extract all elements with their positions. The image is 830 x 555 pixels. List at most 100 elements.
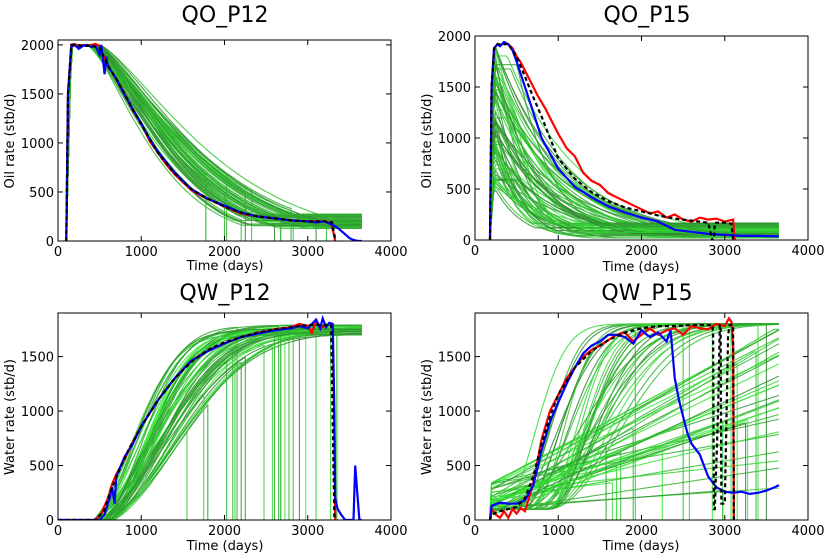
series-line-reference (65, 43, 338, 241)
series-lines (488, 316, 780, 520)
ensemble-line (58, 327, 300, 520)
x-tick-label: 2000 (208, 245, 241, 260)
x-tick-label: 4000 (374, 524, 407, 539)
x-tick-label: 3000 (291, 524, 324, 539)
ensemble-line (475, 343, 780, 520)
x-tick-label: 1000 (542, 244, 575, 259)
y-tick-label: 0 (46, 235, 54, 250)
chart-qo-p15: QO_P15 Time (days) Oil rate (stb/d) 0 100… (420, 3, 825, 275)
x-tick-label: 0 (471, 524, 479, 539)
ensemble-line (475, 147, 779, 240)
x-tick-label: 2000 (625, 244, 658, 259)
ensemble-line (58, 44, 253, 241)
y-axis-label: Water rate (stb/d) (3, 359, 18, 475)
ensemble-line (58, 332, 362, 520)
y-tick-label: 0 (463, 234, 471, 249)
ensemble-line (58, 403, 209, 520)
ensemble-line (475, 482, 613, 520)
plot-frame (474, 312, 809, 521)
ensemble-line (475, 64, 779, 240)
ensemble-line (58, 44, 362, 241)
x-tick-label: 4000 (374, 245, 407, 260)
ensemble-line (475, 179, 779, 240)
y-tick-label: 500 (446, 183, 471, 198)
y-axis-label: Oil rate (stb/d) (420, 93, 435, 188)
chart-title: QW_P15 (601, 281, 692, 306)
ensemble-line (58, 326, 362, 520)
series-lines (58, 314, 362, 520)
y-tick-label: 2000 (21, 39, 54, 54)
y-tick-label: 500 (29, 186, 54, 201)
y-tick-label: 0 (463, 514, 471, 529)
ensemble-line (475, 110, 779, 240)
ensemble-line (475, 431, 780, 520)
chart-qw-p12: QW_P12 Time (days) Water rate (stb/d) 0 1… (3, 281, 408, 554)
ensemble-line (475, 362, 738, 520)
ensemble-line (58, 334, 276, 520)
x-tick-label: 0 (54, 245, 62, 260)
x-tick-label: 3000 (708, 524, 741, 539)
chart-qw-p15: QW_P15 Time (days) Water rate (stb/d) 0 1… (420, 281, 825, 554)
axis-ticks: 0 1000 2000 3000 4000 0 500 1000 1500 2000 (21, 39, 408, 260)
ensemble-line (58, 44, 228, 241)
y-tick-label: 1000 (438, 405, 471, 420)
x-tick-label: 1000 (542, 524, 575, 539)
series-line-reference (488, 43, 735, 240)
x-tick-label: 2000 (625, 524, 658, 539)
ensemble-line (475, 421, 724, 520)
x-axis-label: Time (days) (186, 259, 264, 274)
series-line-observed (488, 316, 735, 520)
y-tick-label: 1500 (21, 88, 54, 103)
x-tick-label: 0 (54, 524, 62, 539)
x-tick-label: 3000 (708, 244, 741, 259)
ensemble-line (58, 337, 294, 520)
x-axis-label: Time (days) (186, 539, 264, 554)
y-tick-label: 1000 (21, 405, 54, 420)
ensemble-line (475, 363, 780, 520)
y-axis-label: Water rate (stb/d) (420, 359, 435, 475)
ensemble-line (475, 337, 780, 520)
x-axis-label: Time (days) (602, 260, 680, 275)
y-tick-label: 1000 (21, 137, 54, 152)
x-axis-label: Time (days) (602, 539, 680, 554)
y-tick-label: 1500 (438, 81, 471, 96)
ensemble-line (58, 326, 238, 520)
y-tick-label: 0 (46, 514, 54, 529)
axis-ticks: 0 1000 2000 3000 4000 0 500 1000 1500 (21, 313, 408, 539)
chart-title: QO_P12 (182, 3, 269, 28)
series-lines (488, 40, 779, 240)
chart-title: QO_P15 (604, 3, 691, 28)
plot-frame (57, 312, 392, 521)
x-tick-label: 4000 (791, 524, 824, 539)
ensemble-lines (58, 324, 362, 520)
y-tick-label: 2000 (438, 30, 471, 45)
y-axis-label: Oil rate (stb/d) (3, 93, 18, 188)
ensemble-line (58, 44, 362, 241)
series-line-mean (488, 328, 780, 520)
x-tick-label: 1000 (125, 524, 158, 539)
x-tick-label: 0 (471, 244, 479, 259)
series-line-mean (488, 40, 779, 240)
series-line-reference (488, 323, 735, 520)
y-tick-label: 1500 (21, 351, 54, 366)
axis-ticks: 0 1000 2000 3000 4000 0 500 1000 1500 (438, 313, 825, 539)
x-tick-label: 4000 (791, 244, 824, 259)
ensemble-line (58, 44, 362, 241)
series-line-reference (58, 323, 336, 520)
ensemble-line (475, 418, 780, 520)
ensemble-line (475, 173, 779, 240)
plot-frame (474, 35, 809, 241)
x-tick-label: 2000 (208, 524, 241, 539)
x-tick-label: 3000 (291, 245, 324, 260)
y-tick-label: 1000 (438, 132, 471, 147)
ensemble-lines (475, 46, 779, 240)
y-tick-label: 500 (446, 460, 471, 475)
ensemble-line (475, 90, 779, 240)
ensemble-line (58, 356, 246, 520)
chart-qo-p12: QO_P12 Time (days) Oil rate (stb/d) 0 100… (3, 3, 408, 274)
chart-title: QW_P12 (179, 281, 270, 306)
axis-ticks: 0 1000 2000 3000 4000 0 500 1000 1500 2000 (438, 30, 825, 259)
ensemble-line (58, 325, 362, 520)
series-line-mean (58, 314, 362, 520)
